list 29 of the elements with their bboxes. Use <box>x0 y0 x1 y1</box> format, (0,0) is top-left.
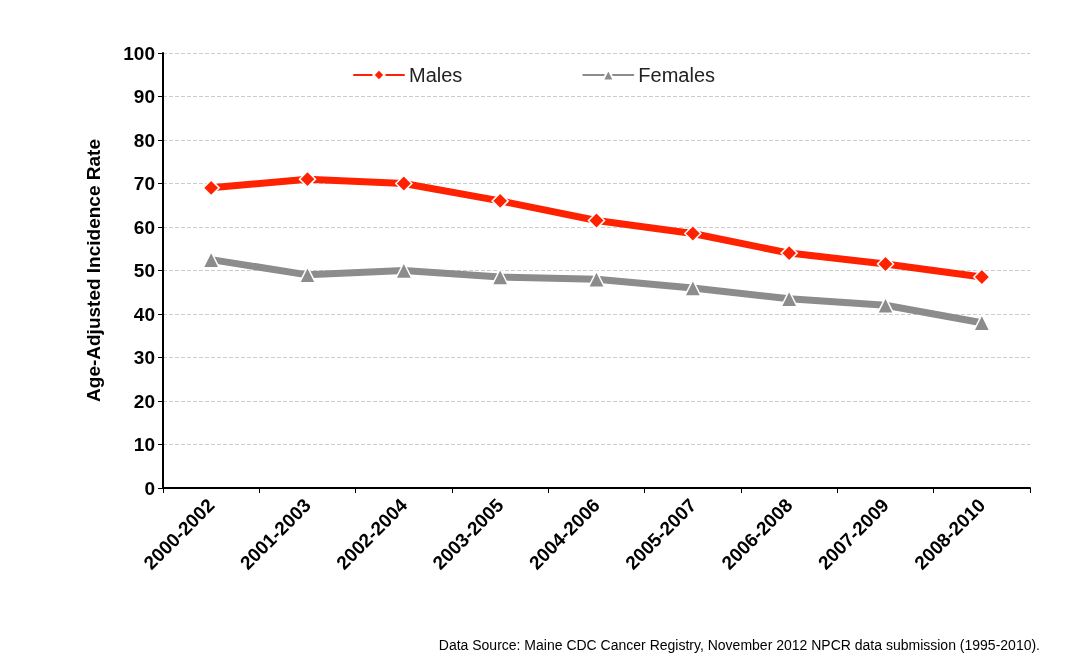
point <box>684 279 702 297</box>
y-tick-label: 90 <box>133 86 155 107</box>
source-note: Data Source: Maine CDC Cancer Registry, November 2012 NPCR data submission (1995-2010). <box>438 637 1041 653</box>
point <box>395 174 413 193</box>
y-axis-title: Age-Adjusted Incidence Rate <box>83 139 104 402</box>
point <box>491 192 509 210</box>
y-tick-label: 50 <box>133 260 155 281</box>
point <box>973 313 991 332</box>
point <box>491 268 509 286</box>
y-tick-label: 60 <box>133 216 155 238</box>
point <box>202 179 220 197</box>
point <box>780 244 798 262</box>
y-tick-label: 0 <box>144 477 155 499</box>
y-tick-label: 40 <box>133 303 155 325</box>
y-tick-label: 100 <box>123 42 155 64</box>
point <box>876 255 895 273</box>
point <box>973 268 991 286</box>
point <box>780 290 798 308</box>
legend-label: Males <box>408 64 463 86</box>
point <box>587 211 606 230</box>
point <box>298 170 317 188</box>
legend-label: Females <box>638 64 716 86</box>
y-tick-label: 30 <box>133 347 155 368</box>
point <box>587 270 606 288</box>
y-tick-label: 10 <box>133 434 155 455</box>
y-tick-label: 70 <box>133 173 155 194</box>
y-tick-label: 20 <box>133 390 155 412</box>
y-tick-label: 80 <box>133 129 155 151</box>
point <box>684 224 702 243</box>
